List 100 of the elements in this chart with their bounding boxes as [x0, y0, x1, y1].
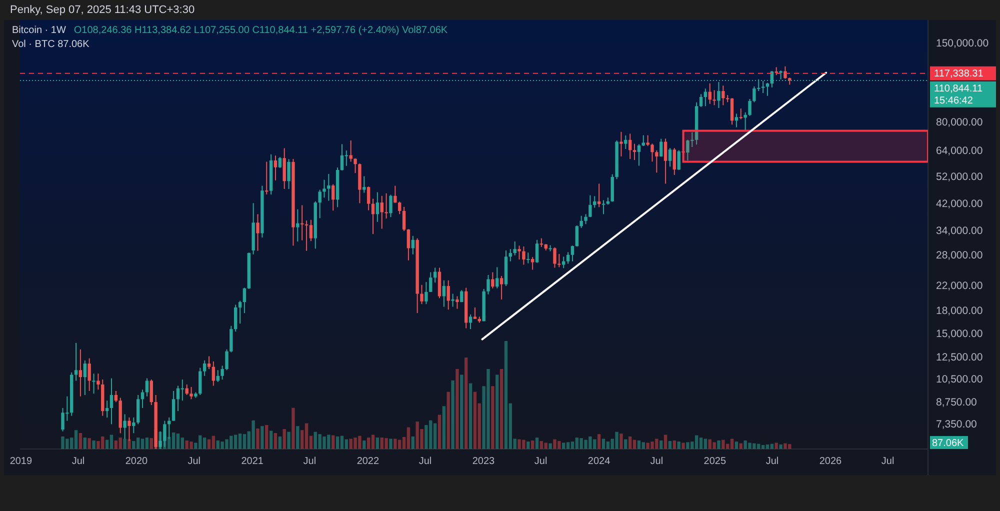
candlestick [176, 385, 180, 412]
candlestick [384, 192, 388, 219]
bar [712, 442, 716, 449]
bar [442, 406, 446, 449]
candlestick [230, 325, 233, 353]
candlestick [620, 131, 623, 157]
bar [212, 436, 216, 449]
bar [496, 374, 499, 449]
bar [336, 436, 340, 449]
bar [384, 438, 388, 449]
candlestick [105, 400, 109, 418]
bar [446, 392, 450, 449]
bar [464, 358, 468, 449]
bar [544, 442, 548, 449]
bar [761, 445, 765, 449]
y-tick-label: 7,350.00 [936, 418, 978, 430]
bar [602, 438, 606, 449]
candlestick [256, 214, 260, 252]
candlestick [535, 239, 539, 264]
x-tick-label: Jul [188, 456, 201, 467]
candlestick [202, 360, 206, 376]
candlestick [624, 134, 628, 150]
x-tick-label: 2021 [241, 456, 264, 467]
chart-title: Vol · BTC 87.06K [12, 39, 90, 50]
candlestick [83, 360, 86, 396]
bar [491, 386, 494, 449]
candlestick [274, 155, 278, 181]
bar [180, 438, 184, 449]
candlestick [717, 81, 720, 108]
candlestick [730, 98, 734, 126]
candlestick [655, 150, 658, 174]
bar [779, 444, 782, 449]
bar [278, 436, 282, 449]
candlestick [584, 214, 588, 225]
x-tick-label: 2025 [704, 456, 726, 467]
bar [606, 442, 610, 449]
bar [140, 438, 144, 449]
bar [406, 427, 410, 449]
candlestick [371, 198, 375, 235]
candlestick [468, 314, 472, 330]
bar [530, 440, 534, 449]
candlestick [486, 274, 490, 295]
bar [672, 440, 676, 449]
candlestick [491, 272, 494, 289]
candlestick [180, 379, 184, 402]
bar [260, 426, 264, 449]
bar [770, 444, 774, 449]
candlestick [660, 138, 663, 158]
bar [376, 438, 380, 449]
y-tick-label: 150,000.00 [936, 37, 989, 50]
bar [535, 438, 539, 449]
bar [202, 438, 206, 449]
candlestick [446, 280, 450, 310]
bar [468, 383, 472, 449]
candlestick [580, 215, 583, 229]
bar [238, 434, 242, 449]
x-tick-label: Jul [534, 456, 548, 467]
bar [526, 442, 530, 449]
candlestick [558, 253, 561, 268]
candlestick [522, 246, 526, 266]
bar [282, 429, 286, 449]
candlestick [238, 300, 242, 324]
candlestick [508, 248, 512, 262]
candlestick [340, 144, 344, 171]
y-tick-label: 64,000.00 [936, 144, 983, 157]
bar [632, 440, 636, 449]
bar [660, 440, 663, 449]
candlestick [530, 256, 534, 270]
candlestick [602, 200, 606, 215]
candlestick [136, 394, 140, 425]
bar [774, 442, 778, 449]
candlestick [234, 304, 238, 332]
candlestick [642, 134, 645, 147]
bar [110, 434, 114, 449]
text: 87.06K [932, 438, 964, 450]
bar [92, 440, 96, 449]
y-tick-label: 34,000.00 [936, 224, 983, 237]
x-tick-label: Jul [881, 456, 894, 467]
candlestick [424, 282, 428, 305]
bar [642, 442, 645, 449]
candlestick [473, 306, 477, 320]
bar [784, 443, 787, 449]
candlestick [784, 66, 787, 80]
x-tick-label: 2020 [125, 456, 148, 467]
candlestick [114, 390, 118, 403]
candlestick [110, 378, 114, 425]
bar [682, 442, 685, 449]
bar [394, 438, 397, 449]
x-tick-label: 2019 [10, 456, 33, 467]
bar [389, 438, 392, 449]
bar [136, 438, 140, 449]
candlestick [761, 80, 765, 94]
candlestick [752, 86, 756, 103]
chart-subtitle: O108,246.36 H113,384.62 L107,255.00 C110,844.11 +2,597.76 (+2.40%) Vol87.06K [74, 25, 448, 36]
candlestick [198, 367, 202, 396]
candlestick [242, 287, 246, 314]
bar [438, 414, 442, 449]
candlestick [566, 252, 570, 264]
candlestick [398, 201, 402, 215]
candlestick [637, 144, 641, 166]
